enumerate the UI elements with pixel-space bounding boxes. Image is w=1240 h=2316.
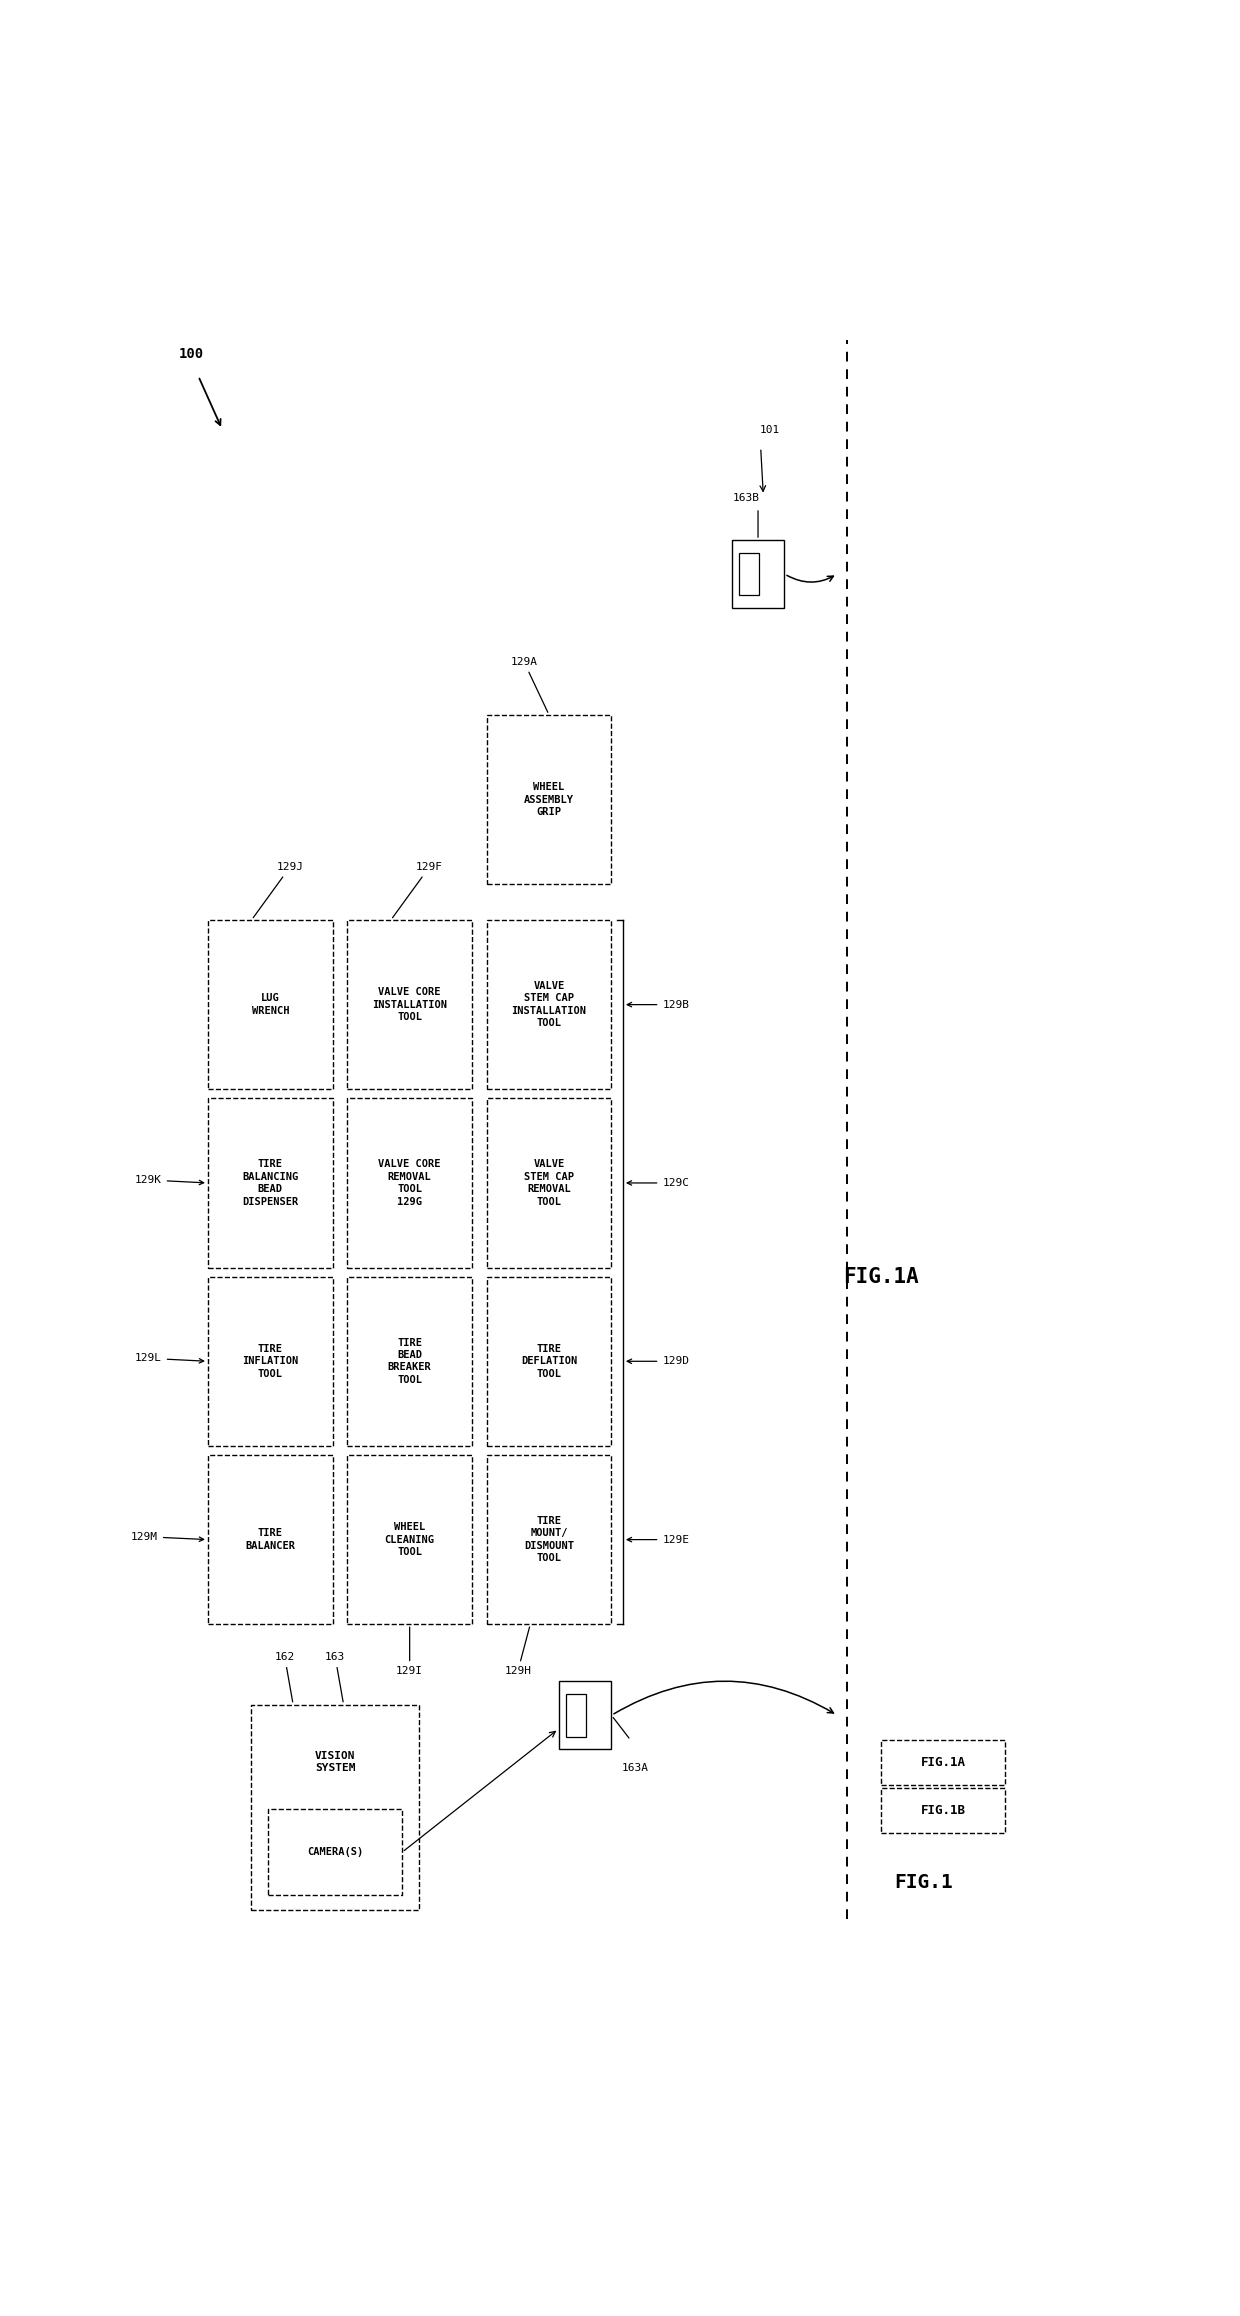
Text: 163: 163 [325, 1651, 345, 1702]
Text: FIG.1B: FIG.1B [920, 1804, 966, 1818]
Bar [486, 716, 611, 885]
Text: TIRE
MOUNT/
DISMOUNT
TOOL: TIRE MOUNT/ DISMOUNT TOOL [525, 1517, 574, 1563]
Bar [208, 1098, 332, 1267]
Text: 129E: 129E [627, 1536, 689, 1545]
Bar [347, 1454, 472, 1624]
Text: 129M: 129M [131, 1531, 203, 1542]
Bar [739, 554, 759, 595]
Bar [208, 1276, 332, 1445]
Text: 129B: 129B [627, 1001, 689, 1010]
Bar [486, 1454, 611, 1624]
Text: 129H: 129H [505, 1628, 531, 1677]
Text: FIG.1A: FIG.1A [920, 1756, 966, 1769]
Text: 129L: 129L [135, 1353, 203, 1364]
Text: 129J: 129J [253, 862, 304, 917]
Text: WHEEL
ASSEMBLY
GRIP: WHEEL ASSEMBLY GRIP [525, 783, 574, 818]
Bar [486, 1098, 611, 1267]
Text: 129A: 129A [511, 658, 548, 713]
Bar [732, 540, 785, 607]
Text: 100: 100 [179, 347, 205, 361]
Text: TIRE
BALANCER: TIRE BALANCER [246, 1529, 295, 1552]
Text: 101: 101 [760, 426, 780, 435]
Text: TIRE
INFLATION
TOOL: TIRE INFLATION TOOL [242, 1343, 299, 1378]
Text: LUG
WRENCH: LUG WRENCH [252, 994, 289, 1017]
Text: TIRE
BEAD
BREAKER
TOOL: TIRE BEAD BREAKER TOOL [388, 1339, 432, 1385]
Bar [880, 1739, 1006, 1786]
Bar [268, 1809, 402, 1894]
Text: 129K: 129K [135, 1174, 203, 1186]
Text: 162: 162 [274, 1651, 295, 1702]
Text: VALVE CORE
INSTALLATION
TOOL: VALVE CORE INSTALLATION TOOL [372, 987, 448, 1021]
Text: VALVE
STEM CAP
INSTALLATION
TOOL: VALVE STEM CAP INSTALLATION TOOL [512, 982, 587, 1028]
Text: 163A: 163A [622, 1762, 649, 1772]
Text: VALVE
STEM CAP
REMOVAL
TOOL: VALVE STEM CAP REMOVAL TOOL [525, 1160, 574, 1207]
Text: FIG.1A: FIG.1A [843, 1267, 919, 1288]
Bar [347, 1098, 472, 1267]
Text: 129D: 129D [627, 1357, 689, 1366]
Bar [208, 919, 332, 1089]
Bar [486, 919, 611, 1089]
Text: 129C: 129C [627, 1179, 689, 1188]
Bar [567, 1693, 585, 1737]
Text: VALVE CORE
REMOVAL
TOOL
129G: VALVE CORE REMOVAL TOOL 129G [378, 1160, 441, 1207]
Bar [880, 1788, 1006, 1832]
Text: FIG.1: FIG.1 [894, 1874, 954, 1892]
Bar [486, 1276, 611, 1445]
Bar [208, 1454, 332, 1624]
Text: TIRE
DEFLATION
TOOL: TIRE DEFLATION TOOL [521, 1343, 577, 1378]
Bar [347, 919, 472, 1089]
Bar [347, 1276, 472, 1445]
Text: 129I: 129I [396, 1628, 423, 1677]
Text: WHEEL
CLEANING
TOOL: WHEEL CLEANING TOOL [384, 1522, 435, 1556]
Bar [250, 1705, 419, 1911]
Text: TIRE
BALANCING
BEAD
DISPENSER: TIRE BALANCING BEAD DISPENSER [242, 1160, 299, 1207]
Text: CAMERA(S): CAMERA(S) [308, 1848, 363, 1857]
Bar [558, 1681, 611, 1749]
Text: 129F: 129F [393, 862, 443, 917]
Text: 163B: 163B [733, 493, 760, 503]
Text: VISION
SYSTEM: VISION SYSTEM [315, 1751, 356, 1772]
